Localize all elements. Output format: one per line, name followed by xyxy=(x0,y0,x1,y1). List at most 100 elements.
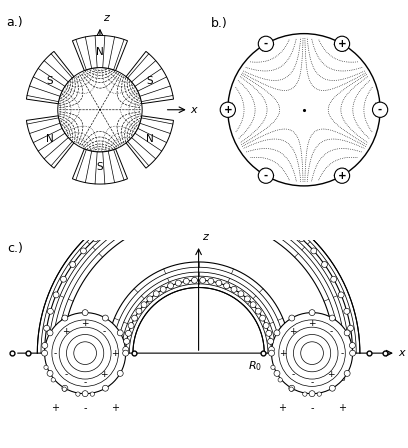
Circle shape xyxy=(216,280,222,286)
Circle shape xyxy=(344,330,350,336)
Text: N: N xyxy=(46,134,54,143)
Circle shape xyxy=(102,385,109,391)
Circle shape xyxy=(266,330,272,336)
Circle shape xyxy=(124,338,130,345)
Circle shape xyxy=(102,315,109,321)
Circle shape xyxy=(268,346,275,353)
Text: b.): b.) xyxy=(211,17,228,30)
Circle shape xyxy=(42,342,48,349)
Text: $r_0$: $r_0$ xyxy=(336,371,347,384)
Polygon shape xyxy=(72,149,128,184)
Text: +: + xyxy=(62,327,70,336)
Circle shape xyxy=(62,315,68,321)
Circle shape xyxy=(132,315,137,321)
Circle shape xyxy=(244,296,251,302)
Circle shape xyxy=(121,215,127,221)
Circle shape xyxy=(238,291,244,297)
Circle shape xyxy=(255,308,261,314)
Circle shape xyxy=(47,330,53,336)
Text: a.): a.) xyxy=(7,16,23,29)
Circle shape xyxy=(123,350,129,356)
Circle shape xyxy=(183,278,189,284)
Circle shape xyxy=(335,36,350,52)
Circle shape xyxy=(82,391,88,396)
Circle shape xyxy=(208,278,214,284)
Text: $R_0$: $R_0$ xyxy=(248,360,262,374)
Polygon shape xyxy=(72,35,128,71)
Circle shape xyxy=(123,346,129,353)
Circle shape xyxy=(175,280,181,286)
Text: -: - xyxy=(292,370,295,379)
Circle shape xyxy=(222,198,228,204)
Circle shape xyxy=(62,387,67,391)
Text: S: S xyxy=(97,162,103,172)
Circle shape xyxy=(250,302,256,308)
Circle shape xyxy=(76,392,80,396)
Text: N: N xyxy=(146,134,154,143)
Text: x: x xyxy=(399,348,405,358)
Circle shape xyxy=(141,302,147,308)
Circle shape xyxy=(80,248,86,254)
Text: c.): c.) xyxy=(7,242,23,255)
Circle shape xyxy=(168,283,173,289)
Circle shape xyxy=(53,292,59,298)
Circle shape xyxy=(42,350,48,356)
Circle shape xyxy=(231,286,237,293)
Circle shape xyxy=(60,276,67,282)
Circle shape xyxy=(47,370,53,376)
Circle shape xyxy=(224,283,230,289)
Text: +: + xyxy=(289,327,297,336)
Circle shape xyxy=(335,168,350,183)
Text: x: x xyxy=(190,105,197,115)
Text: -: - xyxy=(264,39,268,49)
Text: -: - xyxy=(64,370,68,379)
Text: +: + xyxy=(338,39,346,49)
Circle shape xyxy=(348,325,353,331)
Text: z: z xyxy=(103,13,109,22)
Text: -: - xyxy=(310,379,314,388)
Text: +: + xyxy=(338,171,346,181)
Circle shape xyxy=(204,196,210,202)
Text: +: + xyxy=(279,349,286,358)
Circle shape xyxy=(220,102,235,117)
Circle shape xyxy=(255,208,261,214)
Text: +: + xyxy=(111,403,119,414)
Circle shape xyxy=(153,202,159,208)
Circle shape xyxy=(187,196,193,202)
Circle shape xyxy=(44,313,126,394)
Text: -: - xyxy=(102,327,106,336)
Circle shape xyxy=(274,330,280,336)
Text: +: + xyxy=(308,319,316,328)
Circle shape xyxy=(106,225,112,231)
Circle shape xyxy=(93,236,99,241)
Text: -: - xyxy=(83,403,87,414)
Circle shape xyxy=(58,68,142,152)
Text: +: + xyxy=(81,319,89,328)
Circle shape xyxy=(70,262,75,267)
Polygon shape xyxy=(126,52,173,104)
Text: -: - xyxy=(329,327,333,336)
Circle shape xyxy=(259,315,266,321)
Circle shape xyxy=(344,370,350,376)
Text: -: - xyxy=(54,349,57,358)
Polygon shape xyxy=(27,52,74,104)
Text: +: + xyxy=(111,349,119,358)
Circle shape xyxy=(47,308,53,314)
Circle shape xyxy=(258,168,273,183)
Circle shape xyxy=(51,378,55,382)
Text: N: N xyxy=(96,47,104,57)
Circle shape xyxy=(147,296,153,302)
Text: -: - xyxy=(310,403,314,414)
Circle shape xyxy=(258,36,273,52)
Text: -: - xyxy=(340,349,344,358)
Circle shape xyxy=(309,310,315,315)
Text: +: + xyxy=(278,403,286,414)
Circle shape xyxy=(274,370,280,376)
Circle shape xyxy=(153,291,159,297)
Circle shape xyxy=(271,215,276,221)
Text: -: - xyxy=(264,171,268,181)
Circle shape xyxy=(299,236,304,241)
Circle shape xyxy=(117,330,123,336)
Circle shape xyxy=(285,225,291,231)
Circle shape xyxy=(338,292,344,298)
